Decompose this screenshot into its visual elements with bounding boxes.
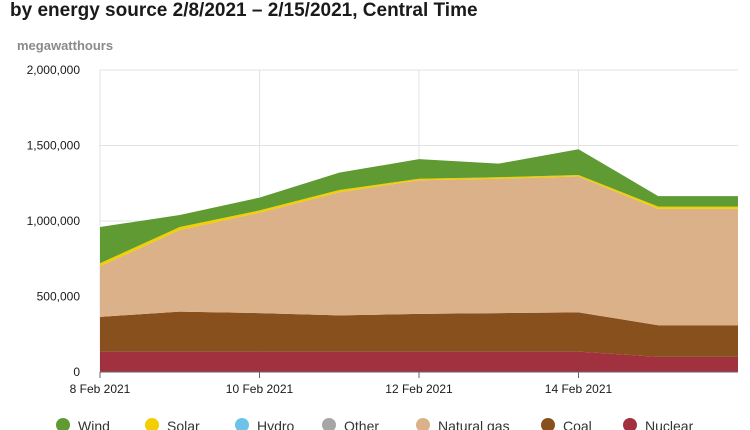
x-tick-label: 10 Feb 2021 [226, 382, 294, 396]
legend-swatch [623, 418, 637, 430]
legend-item-other[interactable]: Other [322, 418, 379, 430]
legend-label: Nuclear [645, 418, 694, 430]
y-tick-label: 2,000,000 [27, 63, 81, 77]
legend-item-nuclear[interactable]: Nuclear [623, 418, 694, 430]
legend-item-solar[interactable]: Solar [145, 418, 200, 430]
legend-swatch [56, 418, 70, 430]
legend-swatch [541, 418, 555, 430]
legend-item-coal[interactable]: Coal [541, 418, 592, 430]
legend: Wind Solar Hydro Other Natural gas Coal Nuclea… [56, 418, 694, 430]
legend-label: Natural gas [438, 418, 510, 430]
legend-swatch [322, 418, 336, 430]
legend-label: Hydro [257, 418, 295, 430]
area-coal[interactable] [100, 311, 738, 357]
axes: 0 500,000 1,000,000 1,500,000 2,000,000 8 Feb… [27, 63, 738, 396]
legend-label: Solar [167, 418, 200, 430]
legend-swatch [416, 418, 430, 430]
area-wind[interactable] [100, 149, 738, 264]
y-tick-label: 500,000 [37, 290, 81, 304]
legend-label: Other [344, 418, 379, 430]
area-nuclear[interactable] [100, 351, 738, 372]
chart-title: by energy source 2/8/2021 – 2/15/2021, C… [10, 0, 478, 21]
legend-label: Coal [563, 418, 592, 430]
legend-swatch [235, 418, 249, 430]
x-tick-label: 8 Feb 2021 [70, 382, 131, 396]
area-natural-gas[interactable] [100, 176, 738, 326]
y-tick-label: 0 [73, 365, 80, 379]
y-tick-label: 1,000,000 [27, 214, 81, 228]
stacked-areas [100, 149, 738, 372]
y-tick-label: 1,500,000 [27, 139, 81, 153]
legend-label: Wind [78, 418, 110, 430]
unit-label: megawatthours [17, 38, 113, 53]
legend-item-hydro[interactable]: Hydro [235, 418, 295, 430]
legend-item-natural-gas[interactable]: Natural gas [416, 418, 510, 430]
legend-item-wind[interactable]: Wind [56, 418, 110, 430]
legend-swatch [145, 418, 159, 430]
x-tick-label: 14 Feb 2021 [545, 382, 613, 396]
x-tick-label: 12 Feb 2021 [385, 382, 453, 396]
